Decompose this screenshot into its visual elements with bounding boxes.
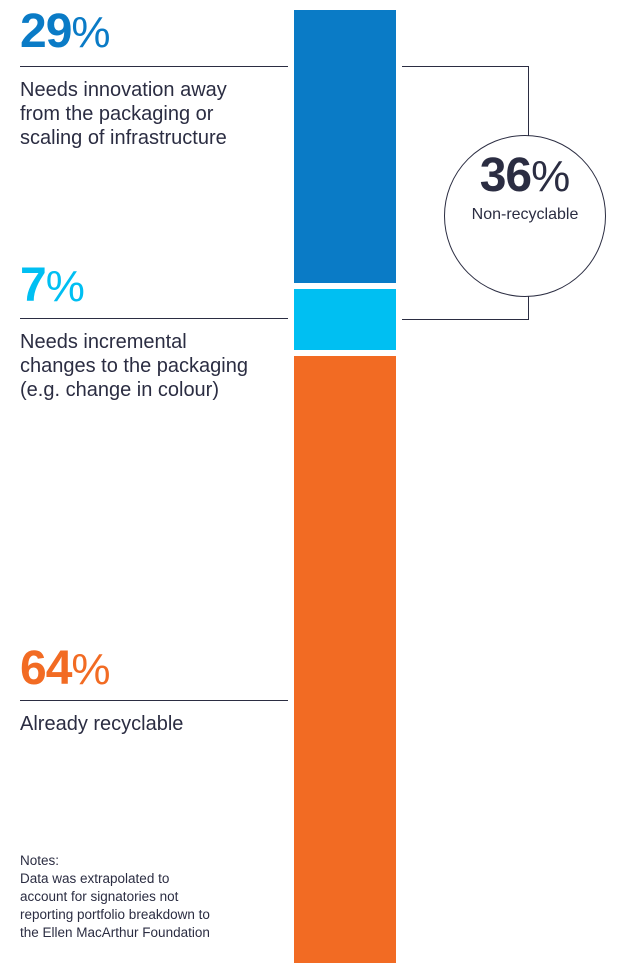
bar-segment-recyclable: [294, 356, 396, 963]
leader-line-innovation: [20, 66, 288, 67]
pct-incremental: 7%: [20, 262, 85, 310]
label-incremental: Needs incremental changes to the packagi…: [20, 331, 248, 401]
leader-line-recyclable: [20, 700, 288, 701]
label-innovation: Needs innovation away from the packaging…: [20, 79, 227, 149]
pct-sign: %: [531, 152, 571, 201]
label-recyclable: Already recyclable: [20, 713, 184, 735]
notes: Notes: Data was extrapolated to account …: [20, 852, 220, 942]
notes-title: Notes:: [20, 853, 60, 868]
non-recyclable-label: Non-recyclable: [471, 206, 579, 223]
pct-recyclable: 64%: [20, 645, 111, 693]
pct-sign: %: [71, 645, 111, 694]
bar-segment-incremental: [294, 289, 396, 350]
non-recyclable-callout: 36% Non-recyclable: [444, 135, 606, 297]
pct-incremental-value: 7: [20, 259, 47, 312]
pct-innovation: 29%: [20, 8, 111, 56]
pct-sign: %: [45, 262, 85, 311]
pct-recyclable-value: 64: [20, 642, 72, 695]
notes-body: Data was extrapolated to account for sig…: [20, 871, 210, 940]
pct-innovation-value: 29: [20, 5, 72, 58]
pct-sign: %: [71, 8, 111, 57]
bar-segment-innovation: [294, 10, 396, 283]
leader-line-incremental: [20, 318, 288, 319]
non-recyclable-value: 36: [479, 149, 532, 202]
